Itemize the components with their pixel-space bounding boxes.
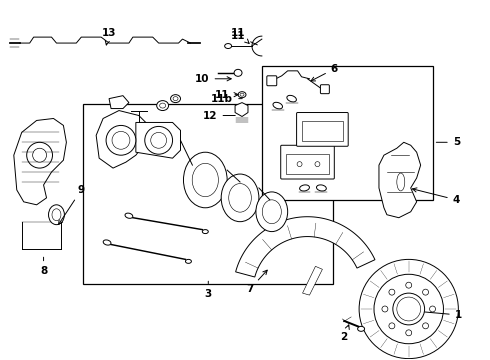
Ellipse shape	[358, 327, 365, 331]
Bar	[83, 104, 333, 284]
Circle shape	[406, 330, 412, 336]
Ellipse shape	[171, 95, 180, 103]
Text: 9: 9	[59, 185, 85, 224]
Text: 10: 10	[195, 74, 231, 84]
Polygon shape	[14, 118, 66, 205]
Ellipse shape	[173, 96, 178, 100]
Ellipse shape	[229, 184, 251, 212]
Text: 4: 4	[413, 188, 460, 205]
Ellipse shape	[125, 213, 133, 218]
Circle shape	[397, 297, 420, 321]
Ellipse shape	[49, 205, 64, 225]
Text: 8: 8	[40, 257, 47, 276]
Ellipse shape	[287, 95, 296, 102]
Ellipse shape	[221, 174, 259, 222]
Polygon shape	[96, 111, 149, 168]
Bar	[301, 121, 343, 141]
Circle shape	[382, 306, 388, 312]
Circle shape	[112, 131, 130, 149]
Circle shape	[406, 282, 412, 288]
Polygon shape	[379, 142, 420, 218]
Text: 11: 11	[231, 31, 257, 45]
Circle shape	[359, 260, 458, 359]
Polygon shape	[236, 217, 375, 277]
Ellipse shape	[299, 185, 310, 191]
Text: 11: 11	[231, 28, 249, 44]
Polygon shape	[109, 96, 129, 109]
Circle shape	[374, 274, 443, 344]
Polygon shape	[235, 103, 248, 117]
FancyBboxPatch shape	[281, 145, 334, 179]
Text: 7: 7	[246, 270, 267, 294]
Ellipse shape	[240, 93, 244, 96]
Ellipse shape	[103, 240, 111, 245]
Text: 2: 2	[341, 325, 349, 342]
Ellipse shape	[192, 163, 219, 197]
Circle shape	[389, 289, 395, 295]
Bar	[262, 66, 433, 200]
Circle shape	[33, 148, 47, 162]
Circle shape	[422, 323, 429, 329]
Ellipse shape	[157, 100, 169, 111]
Circle shape	[393, 293, 425, 325]
Ellipse shape	[183, 152, 227, 208]
Text: 3: 3	[205, 281, 212, 299]
Ellipse shape	[234, 69, 242, 76]
Bar	[286, 154, 329, 174]
Ellipse shape	[52, 209, 61, 221]
Ellipse shape	[317, 185, 326, 191]
Circle shape	[297, 162, 302, 167]
Circle shape	[422, 289, 429, 295]
Ellipse shape	[273, 102, 283, 109]
Ellipse shape	[256, 192, 288, 231]
Circle shape	[106, 125, 136, 155]
Text: 12: 12	[203, 111, 235, 121]
FancyBboxPatch shape	[267, 76, 277, 86]
Ellipse shape	[160, 103, 166, 108]
Ellipse shape	[224, 44, 232, 49]
Text: 5: 5	[436, 137, 460, 147]
Ellipse shape	[262, 200, 281, 224]
FancyBboxPatch shape	[320, 85, 329, 94]
Text: 1: 1	[395, 308, 462, 320]
Polygon shape	[136, 122, 180, 158]
FancyBboxPatch shape	[296, 113, 348, 146]
Circle shape	[151, 132, 167, 148]
Text: 13: 13	[102, 28, 116, 45]
Circle shape	[26, 142, 52, 168]
Ellipse shape	[238, 92, 246, 98]
Circle shape	[315, 162, 320, 167]
Circle shape	[430, 306, 436, 312]
Text: 11: 11	[215, 90, 238, 100]
Circle shape	[145, 126, 172, 154]
Circle shape	[389, 323, 395, 329]
Polygon shape	[302, 266, 322, 295]
Text: 11b: 11b	[211, 94, 242, 104]
Ellipse shape	[397, 173, 405, 191]
Ellipse shape	[185, 260, 192, 264]
Ellipse shape	[202, 230, 208, 234]
Text: 6: 6	[311, 64, 338, 81]
